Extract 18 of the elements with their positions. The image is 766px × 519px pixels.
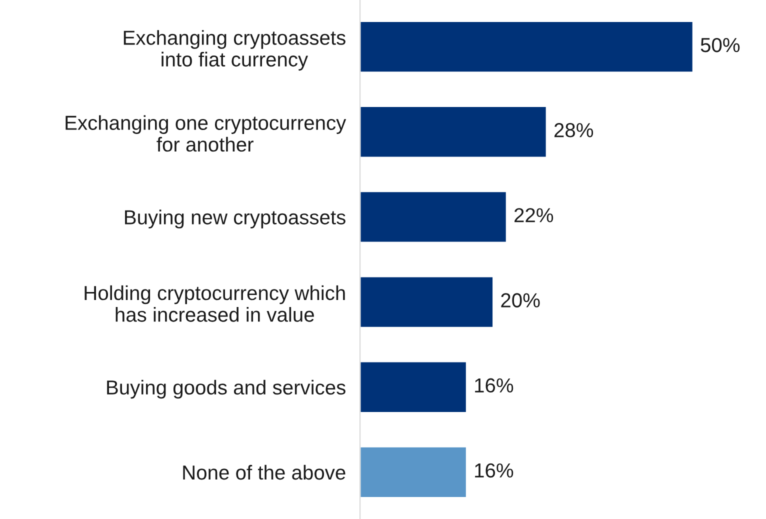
data-label: 16% (475, 378, 514, 393)
bar (360, 20, 694, 74)
data-label: 28% (554, 123, 594, 138)
y-tick-label: Exchanging one cryptocurrency for another (66, 115, 346, 152)
data-label: 50% (700, 38, 740, 52)
bar (360, 446, 468, 498)
y-tick-label: Exchanging cryptoassets into fiat currency (124, 30, 346, 71)
data-label: 16% (475, 463, 514, 478)
y-tick-label: Buying new cryptoassets (125, 210, 346, 228)
bar (360, 106, 548, 158)
data-label: 20% (501, 293, 540, 308)
bar (360, 360, 468, 414)
y-tick-label: Holding cryptocurrency which has increased in value (84, 285, 345, 322)
bar (360, 276, 494, 328)
bar (360, 190, 508, 244)
data-label: 22% (514, 208, 554, 222)
y-tick-label: Buying goods and services (107, 380, 346, 399)
y-tick-label: None of the above (183, 464, 346, 480)
